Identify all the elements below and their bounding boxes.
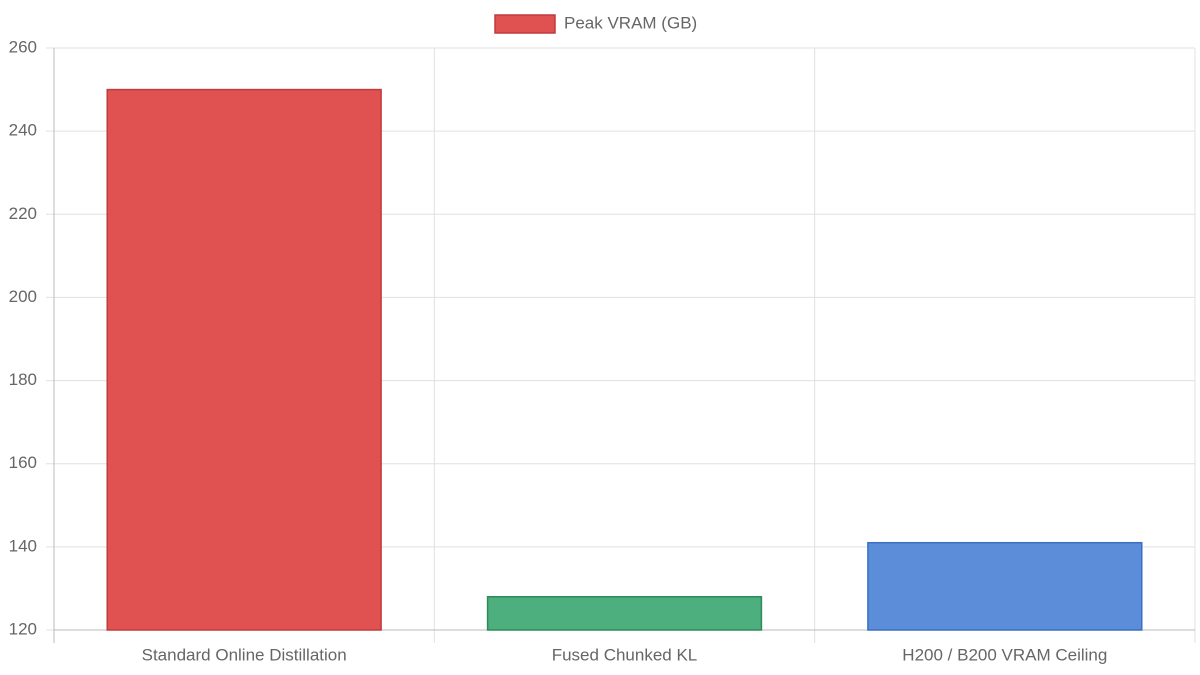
bar [106,88,382,631]
y-tick-label: 180 [9,370,37,389]
y-tick-label: 240 [9,121,37,140]
bar [867,541,1143,631]
y-tick-label: 160 [9,453,37,472]
y-tick-label: 260 [9,37,37,56]
y-tick-label: 140 [9,536,37,555]
legend-label: Peak VRAM (GB) [564,13,697,32]
x-tick-label: Fused Chunked KL [552,645,698,664]
bar [486,595,763,631]
y-tick-label: 120 [9,619,37,638]
x-tick-label: H200 / B200 VRAM Ceiling [902,645,1107,664]
y-tick-label: 200 [9,287,37,306]
legend-swatch [494,14,556,34]
y-tick-label: 220 [9,204,37,223]
x-tick-label: Standard Online Distillation [142,645,347,664]
